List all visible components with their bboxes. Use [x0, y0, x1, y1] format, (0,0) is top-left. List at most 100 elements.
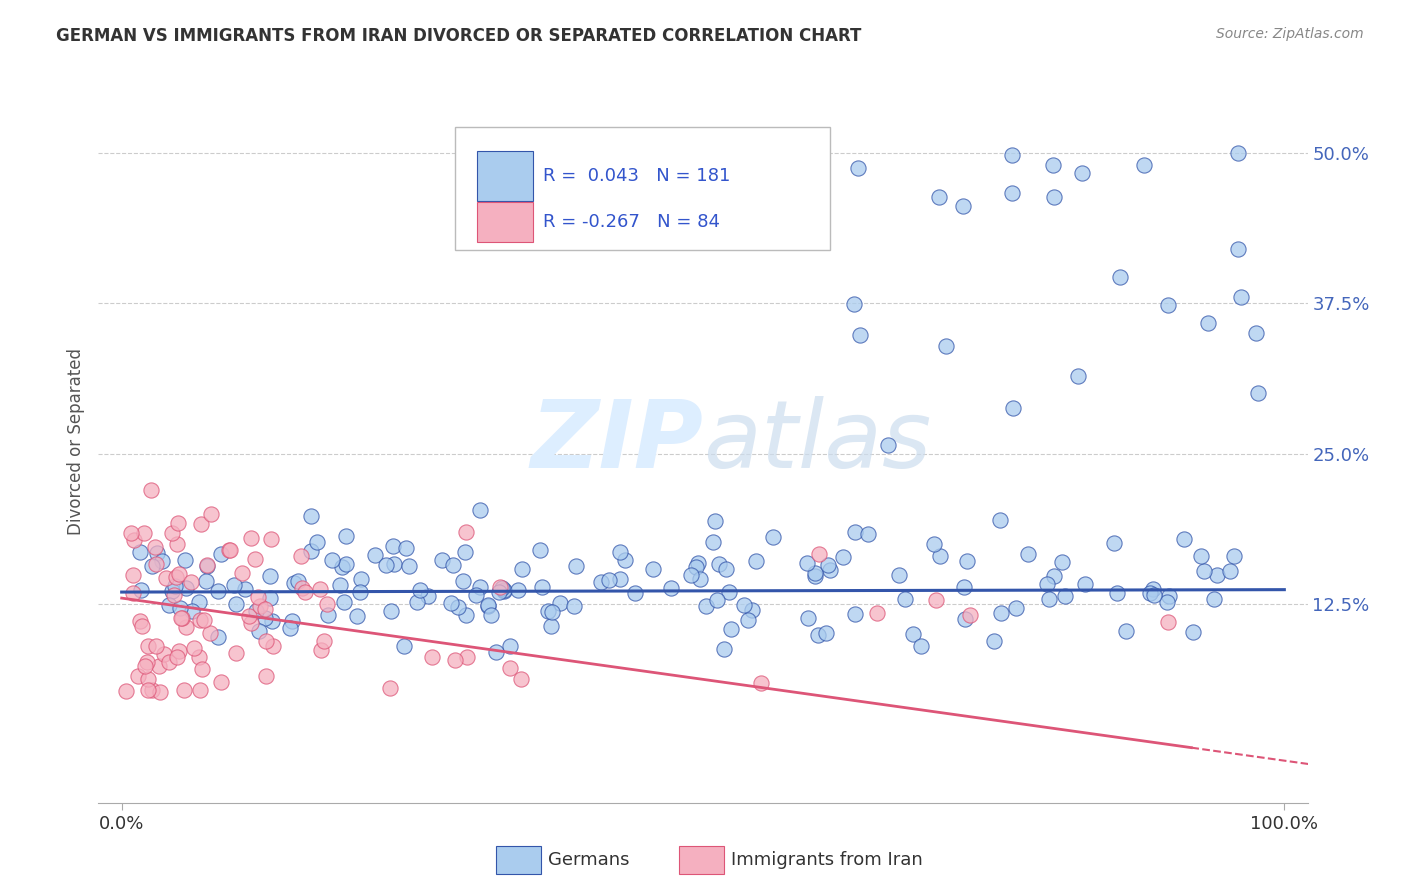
Point	[136, 655, 159, 669]
Point	[392, 639, 415, 653]
Point	[249, 599, 271, 614]
Point	[492, 583, 515, 598]
Point	[456, 607, 478, 622]
Point	[506, 583, 529, 598]
Point	[1189, 549, 1212, 563]
Point	[924, 537, 946, 551]
Text: Germans: Germans	[548, 851, 630, 869]
Point	[510, 562, 533, 576]
Point	[395, 541, 418, 556]
Point	[176, 620, 198, 634]
Point	[1052, 555, 1074, 569]
Point	[120, 525, 142, 540]
Point	[190, 516, 212, 531]
Point	[804, 569, 827, 583]
Point	[485, 645, 508, 659]
Point	[454, 545, 477, 559]
Point	[169, 610, 191, 624]
Point	[294, 585, 316, 599]
Point	[990, 607, 1012, 621]
Point	[887, 568, 910, 582]
Point	[240, 531, 263, 545]
Point	[762, 530, 785, 544]
Point	[260, 532, 283, 546]
Point	[491, 581, 513, 595]
Point	[444, 653, 467, 667]
Point	[329, 578, 352, 592]
Point	[129, 583, 152, 598]
Point	[188, 650, 211, 665]
Point	[530, 580, 553, 594]
Point	[745, 553, 768, 567]
FancyBboxPatch shape	[477, 202, 533, 242]
Point	[153, 648, 176, 662]
Point	[200, 508, 222, 522]
Point	[1142, 582, 1164, 597]
Point	[858, 527, 880, 541]
Point	[283, 575, 305, 590]
Point	[598, 573, 620, 587]
Point	[807, 628, 830, 642]
Text: ZIP: ZIP	[530, 395, 703, 488]
Point	[1054, 589, 1077, 603]
Point	[166, 537, 188, 551]
Point	[848, 328, 870, 343]
Point	[624, 586, 647, 600]
Point	[737, 613, 759, 627]
Point	[953, 580, 976, 594]
Point	[309, 582, 332, 596]
Point	[149, 685, 172, 699]
Point	[247, 590, 270, 604]
Point	[492, 582, 515, 597]
FancyBboxPatch shape	[477, 151, 533, 201]
Point	[136, 672, 159, 686]
Point	[641, 562, 664, 576]
Point	[169, 600, 191, 615]
Point	[440, 596, 463, 610]
Point	[1070, 166, 1092, 180]
Point	[741, 603, 763, 617]
Point	[983, 633, 1005, 648]
Point	[188, 595, 211, 609]
Point	[162, 583, 184, 598]
Point	[720, 622, 742, 636]
Point	[562, 599, 585, 613]
Point	[689, 572, 711, 586]
Text: Source: ZipAtlas.com: Source: ZipAtlas.com	[1216, 27, 1364, 41]
Point	[335, 529, 357, 543]
Point	[952, 199, 974, 213]
Point	[136, 639, 159, 653]
Point	[1001, 148, 1024, 162]
Point	[190, 614, 212, 628]
Point	[432, 553, 454, 567]
Point	[299, 544, 322, 558]
Point	[1074, 577, 1097, 591]
Point	[1005, 600, 1028, 615]
Point	[488, 580, 510, 594]
Point	[685, 560, 707, 574]
Point	[127, 669, 149, 683]
Point	[165, 569, 187, 583]
Point	[207, 584, 229, 599]
Point	[262, 614, 284, 628]
Point	[1066, 368, 1088, 383]
Point	[233, 582, 256, 597]
Point	[173, 683, 195, 698]
Text: R =  0.043   N = 181: R = 0.043 N = 181	[543, 168, 731, 186]
Point	[225, 598, 247, 612]
Point	[477, 599, 499, 613]
Point	[290, 549, 312, 564]
Point	[536, 604, 558, 618]
Point	[200, 625, 222, 640]
Point	[935, 339, 957, 353]
FancyBboxPatch shape	[456, 128, 830, 250]
Point	[1247, 386, 1270, 401]
Point	[143, 540, 166, 554]
Point	[1204, 592, 1226, 607]
Point	[262, 639, 284, 653]
Point	[470, 502, 492, 516]
Point	[316, 597, 339, 611]
Point	[115, 684, 138, 698]
Point	[346, 609, 368, 624]
Point	[832, 549, 855, 564]
